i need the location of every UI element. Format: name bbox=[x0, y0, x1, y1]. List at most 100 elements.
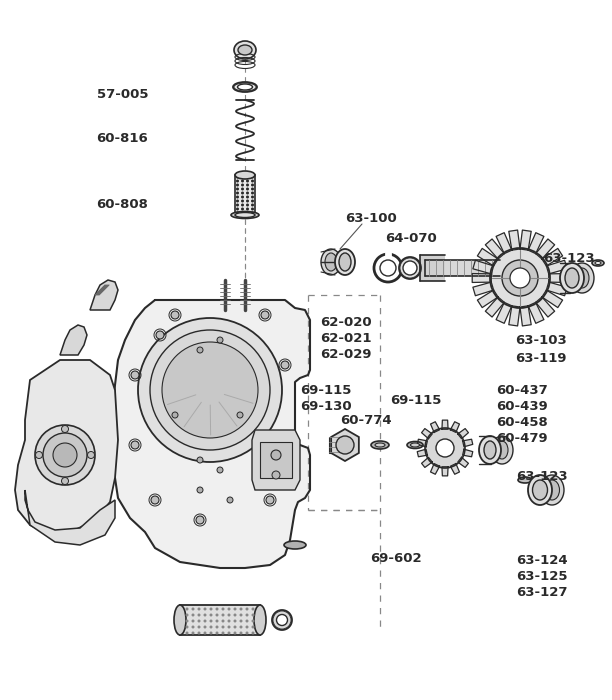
Circle shape bbox=[185, 620, 188, 622]
Circle shape bbox=[241, 183, 244, 186]
Circle shape bbox=[237, 412, 243, 418]
Ellipse shape bbox=[234, 41, 256, 59]
Text: 63-125: 63-125 bbox=[516, 570, 567, 582]
Circle shape bbox=[204, 631, 206, 634]
Circle shape bbox=[281, 361, 289, 369]
Circle shape bbox=[246, 199, 249, 202]
Bar bbox=[329, 437, 339, 453]
Ellipse shape bbox=[407, 442, 423, 449]
Polygon shape bbox=[430, 421, 439, 433]
Circle shape bbox=[241, 179, 244, 183]
Text: 63-100: 63-100 bbox=[345, 211, 397, 225]
Text: 63-119: 63-119 bbox=[515, 351, 567, 365]
Circle shape bbox=[228, 631, 231, 634]
Text: 69-115: 69-115 bbox=[300, 384, 351, 396]
Ellipse shape bbox=[235, 171, 255, 179]
Circle shape bbox=[241, 195, 244, 199]
Circle shape bbox=[192, 613, 195, 617]
Polygon shape bbox=[463, 439, 472, 447]
Circle shape bbox=[222, 608, 225, 610]
Circle shape bbox=[251, 199, 254, 202]
Text: 69-130: 69-130 bbox=[300, 400, 352, 412]
Circle shape bbox=[251, 207, 254, 211]
Text: 63-127: 63-127 bbox=[516, 585, 567, 598]
Polygon shape bbox=[458, 428, 468, 439]
Circle shape bbox=[185, 608, 188, 610]
Ellipse shape bbox=[518, 477, 532, 483]
Circle shape bbox=[245, 626, 248, 629]
Bar bbox=[180, 605, 260, 635]
Circle shape bbox=[222, 626, 225, 629]
Text: 60-479: 60-479 bbox=[496, 431, 548, 444]
Polygon shape bbox=[472, 274, 491, 282]
Text: 60-458: 60-458 bbox=[496, 416, 548, 428]
Circle shape bbox=[61, 477, 69, 484]
Circle shape bbox=[241, 192, 244, 195]
Ellipse shape bbox=[570, 263, 594, 293]
Circle shape bbox=[185, 626, 188, 629]
Ellipse shape bbox=[545, 480, 559, 500]
Text: 63-103: 63-103 bbox=[515, 333, 567, 346]
Polygon shape bbox=[331, 429, 359, 461]
Polygon shape bbox=[520, 230, 531, 250]
Circle shape bbox=[234, 631, 236, 634]
Circle shape bbox=[239, 608, 242, 610]
Circle shape bbox=[236, 207, 239, 211]
Circle shape bbox=[185, 631, 188, 634]
Circle shape bbox=[245, 608, 248, 610]
Circle shape bbox=[241, 204, 244, 206]
Polygon shape bbox=[528, 302, 544, 323]
Circle shape bbox=[197, 487, 203, 493]
Polygon shape bbox=[536, 239, 554, 259]
Text: 63-124: 63-124 bbox=[516, 554, 567, 566]
Circle shape bbox=[251, 176, 254, 178]
Ellipse shape bbox=[479, 436, 501, 464]
Circle shape bbox=[245, 620, 248, 622]
Circle shape bbox=[131, 441, 139, 449]
Circle shape bbox=[222, 620, 225, 622]
Circle shape bbox=[172, 412, 178, 418]
Circle shape bbox=[271, 450, 281, 460]
Ellipse shape bbox=[496, 441, 508, 459]
Circle shape bbox=[251, 192, 254, 195]
Circle shape bbox=[251, 179, 254, 183]
Circle shape bbox=[222, 613, 225, 617]
Text: 69-602: 69-602 bbox=[370, 552, 422, 564]
Text: 62-029: 62-029 bbox=[320, 347, 371, 360]
Polygon shape bbox=[547, 260, 567, 274]
Circle shape bbox=[215, 620, 218, 622]
Circle shape bbox=[162, 342, 258, 438]
Circle shape bbox=[198, 608, 201, 610]
Circle shape bbox=[239, 613, 242, 617]
Polygon shape bbox=[425, 428, 465, 468]
Circle shape bbox=[215, 613, 218, 617]
Circle shape bbox=[266, 496, 274, 504]
Circle shape bbox=[215, 626, 218, 629]
Bar bbox=[425, 260, 500, 276]
Circle shape bbox=[197, 347, 203, 353]
Polygon shape bbox=[90, 280, 118, 310]
Polygon shape bbox=[417, 439, 427, 447]
Ellipse shape bbox=[540, 475, 564, 505]
Circle shape bbox=[236, 176, 239, 178]
Circle shape bbox=[281, 441, 289, 449]
Circle shape bbox=[197, 457, 203, 463]
Circle shape bbox=[252, 620, 255, 622]
Ellipse shape bbox=[560, 263, 584, 293]
Circle shape bbox=[236, 204, 239, 206]
Polygon shape bbox=[477, 290, 498, 307]
Text: 64-070: 64-070 bbox=[385, 232, 437, 244]
Text: 60-774: 60-774 bbox=[340, 414, 392, 426]
Circle shape bbox=[209, 626, 212, 629]
Polygon shape bbox=[509, 306, 520, 326]
Circle shape bbox=[252, 626, 255, 629]
Ellipse shape bbox=[565, 268, 579, 288]
Polygon shape bbox=[25, 490, 115, 545]
Circle shape bbox=[217, 337, 223, 343]
Circle shape bbox=[53, 443, 77, 467]
Ellipse shape bbox=[532, 480, 548, 500]
Polygon shape bbox=[496, 302, 512, 323]
Bar bbox=[420, 255, 445, 281]
Circle shape bbox=[43, 433, 87, 477]
Polygon shape bbox=[252, 430, 300, 490]
